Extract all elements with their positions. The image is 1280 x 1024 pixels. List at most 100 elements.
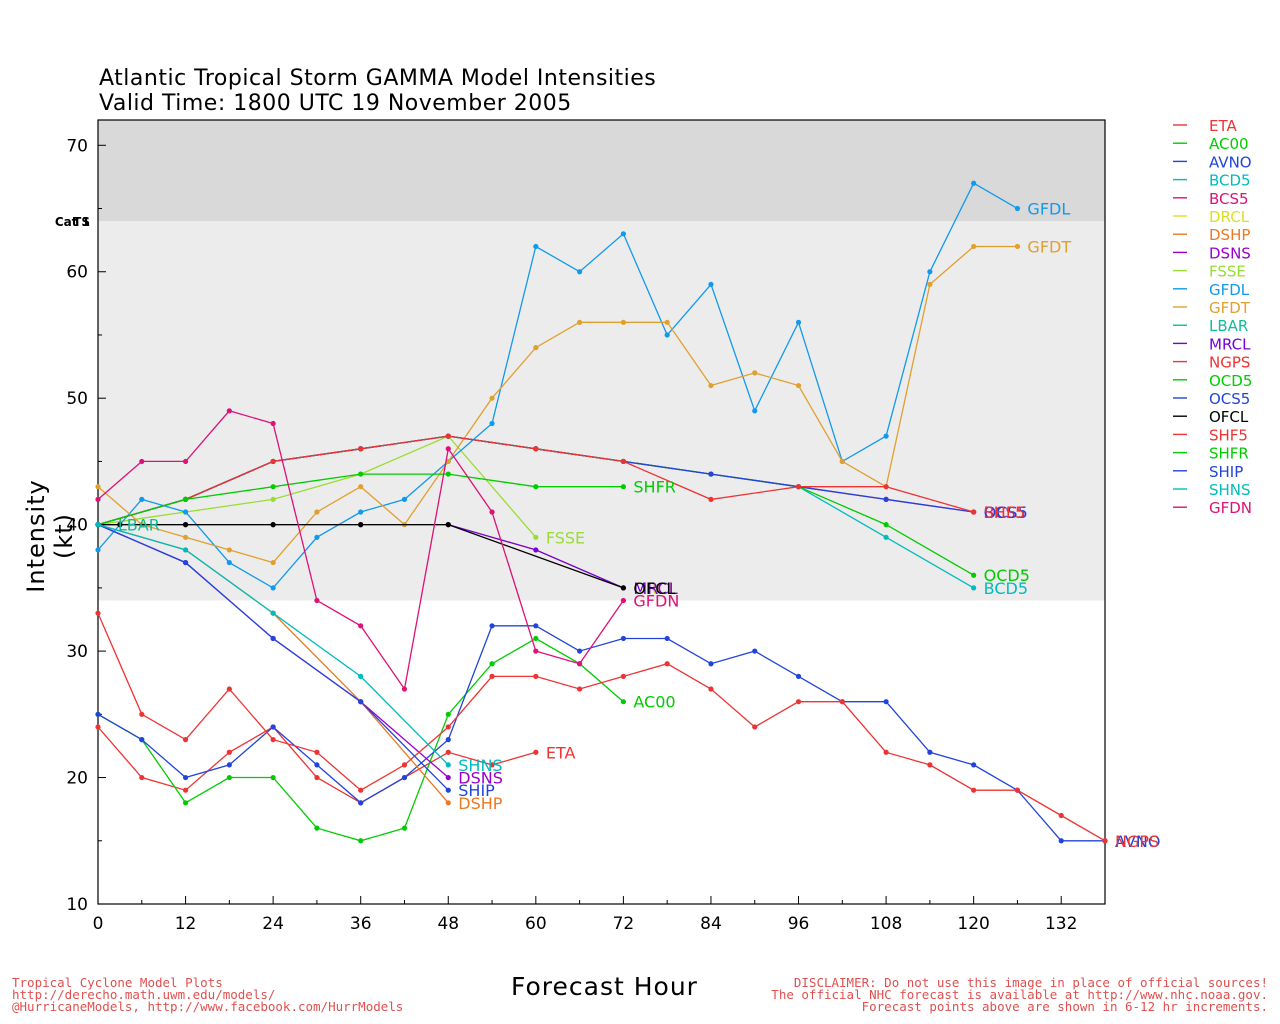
- point-gfdl: [139, 496, 145, 502]
- legend-label-ac00: AC00: [1209, 135, 1249, 153]
- point-ship: [270, 635, 276, 642]
- footer-left-line-3[interactable]: @HurricaneModels, http://www.facebook.co…: [12, 999, 404, 1014]
- band-label-ts: TS: [73, 215, 90, 229]
- point-bcd5: [883, 534, 889, 540]
- point-gfdl: [226, 559, 232, 566]
- point-ocd5: [883, 522, 889, 528]
- series-label-ocd5: OCD5: [984, 566, 1030, 585]
- point-avno: [358, 800, 364, 806]
- point-gfdn: [489, 509, 495, 515]
- point-gfdt: [489, 395, 495, 401]
- series-label-shf5: SHF5: [984, 503, 1026, 522]
- band-cat-1: [98, 120, 1105, 222]
- legend-label-shf5: SHF5: [1209, 426, 1248, 444]
- x-tick-label: 36: [350, 914, 372, 934]
- point-avno: [95, 711, 101, 717]
- point-gfdt: [927, 281, 933, 287]
- series-label-bcd5: BCD5: [984, 579, 1028, 598]
- point-gfdn: [445, 446, 451, 452]
- point-avno: [1058, 838, 1064, 844]
- point-ngps: [971, 787, 977, 793]
- point-gfdt: [708, 382, 714, 389]
- point-shns: [445, 762, 451, 768]
- legend-label-avno: AVNO: [1209, 153, 1252, 171]
- point-gfdl: [577, 269, 583, 275]
- point-avno: [314, 762, 320, 768]
- point-shf5: [270, 458, 276, 465]
- x-tick-label: 48: [437, 914, 459, 934]
- point-ngps: [533, 673, 539, 679]
- point-ofcl: [358, 522, 364, 528]
- point-shf5: [971, 509, 977, 515]
- point-ship: [358, 699, 364, 705]
- point-eta: [182, 787, 189, 793]
- series-line-fsse: [97, 435, 537, 538]
- series-label-gfdt: GFDT: [1027, 237, 1071, 256]
- y-tick-label: 20: [66, 769, 88, 789]
- x-tick-label: 72: [613, 914, 635, 934]
- point-ngps: [1058, 812, 1064, 819]
- point-avno: [139, 737, 145, 743]
- series-label-fsse: FSSE: [546, 528, 585, 547]
- point-gfdt: [358, 484, 364, 490]
- y-tick-label: 10: [66, 895, 88, 915]
- point-gfdl: [270, 585, 276, 591]
- legend-label-shfr: SHFR: [1209, 445, 1249, 463]
- point-gfdt: [445, 458, 451, 465]
- chart-subtitle: Valid Time: 1800 UTC 19 November 2005: [99, 91, 572, 116]
- footer-left-line-2[interactable]: http://derecho.math.uwm.edu/models/: [12, 987, 276, 1002]
- point-gfdt: [533, 345, 539, 351]
- legend-label-gfdl: GFDL: [1209, 281, 1250, 299]
- band-label-cat-1: Cat 1: [55, 215, 90, 229]
- plot-frame: [97, 119, 1106, 905]
- band-ts: [98, 221, 1105, 601]
- series-label-bcs5: BCS5: [984, 503, 1026, 522]
- point-gfdl: [708, 281, 714, 287]
- point-ofcl: [117, 522, 123, 528]
- point-eta: [489, 762, 495, 768]
- footer-right: DISCLAIMER: Do not use this image in pla…: [771, 976, 1268, 1013]
- x-tick-label: 24: [262, 914, 284, 934]
- point-ac00: [401, 825, 408, 831]
- point-gfdt: [95, 484, 101, 490]
- series-label-ac00: AC00: [633, 693, 675, 712]
- point-shns: [358, 673, 364, 679]
- point-gfdt: [620, 319, 626, 325]
- y-axis-label: Intensity (kt): [22, 479, 78, 593]
- series-label-gfdn: GFDN: [633, 592, 679, 611]
- x-axis-label: Forecast Hour: [511, 972, 698, 1001]
- point-ac00: [182, 800, 189, 806]
- point-ngps: [927, 762, 933, 768]
- series-line-gfdt: [97, 245, 1018, 564]
- point-ship: [445, 787, 451, 793]
- point-gfdl: [401, 496, 408, 502]
- point-ngps: [314, 749, 320, 755]
- point-eta: [226, 749, 232, 755]
- point-bcd5: [971, 585, 977, 591]
- y-tick-label: 70: [66, 136, 88, 156]
- legend-label-lbar: LBAR: [1209, 317, 1248, 335]
- point-avno: [752, 648, 758, 654]
- point-eta: [95, 724, 101, 730]
- point-gfdl: [314, 534, 320, 540]
- series-line-ngps: [97, 612, 1106, 842]
- legend-label-gfdn: GFDN: [1209, 499, 1252, 517]
- point-shns: [182, 547, 189, 553]
- x-tick-label: 120: [957, 914, 989, 934]
- point-shf5: [620, 458, 626, 465]
- point-gfdl: [1014, 205, 1021, 212]
- legend-label-ocs5: OCS5: [1209, 390, 1250, 408]
- point-gfdt: [577, 319, 583, 325]
- point-ac00: [445, 711, 451, 717]
- series-label-gfdl: GFDL: [1027, 200, 1070, 219]
- point-ngps: [752, 724, 758, 730]
- point-shf5: [445, 433, 451, 439]
- point-avno: [489, 623, 495, 629]
- point-ngps: [839, 699, 845, 705]
- point-gfdl: [620, 231, 626, 237]
- point-avno: [883, 699, 889, 705]
- series-label-ship: SHIP: [458, 781, 495, 800]
- point-ac00: [226, 774, 232, 781]
- point-gfdn: [401, 686, 408, 692]
- point-ofcl: [445, 522, 451, 528]
